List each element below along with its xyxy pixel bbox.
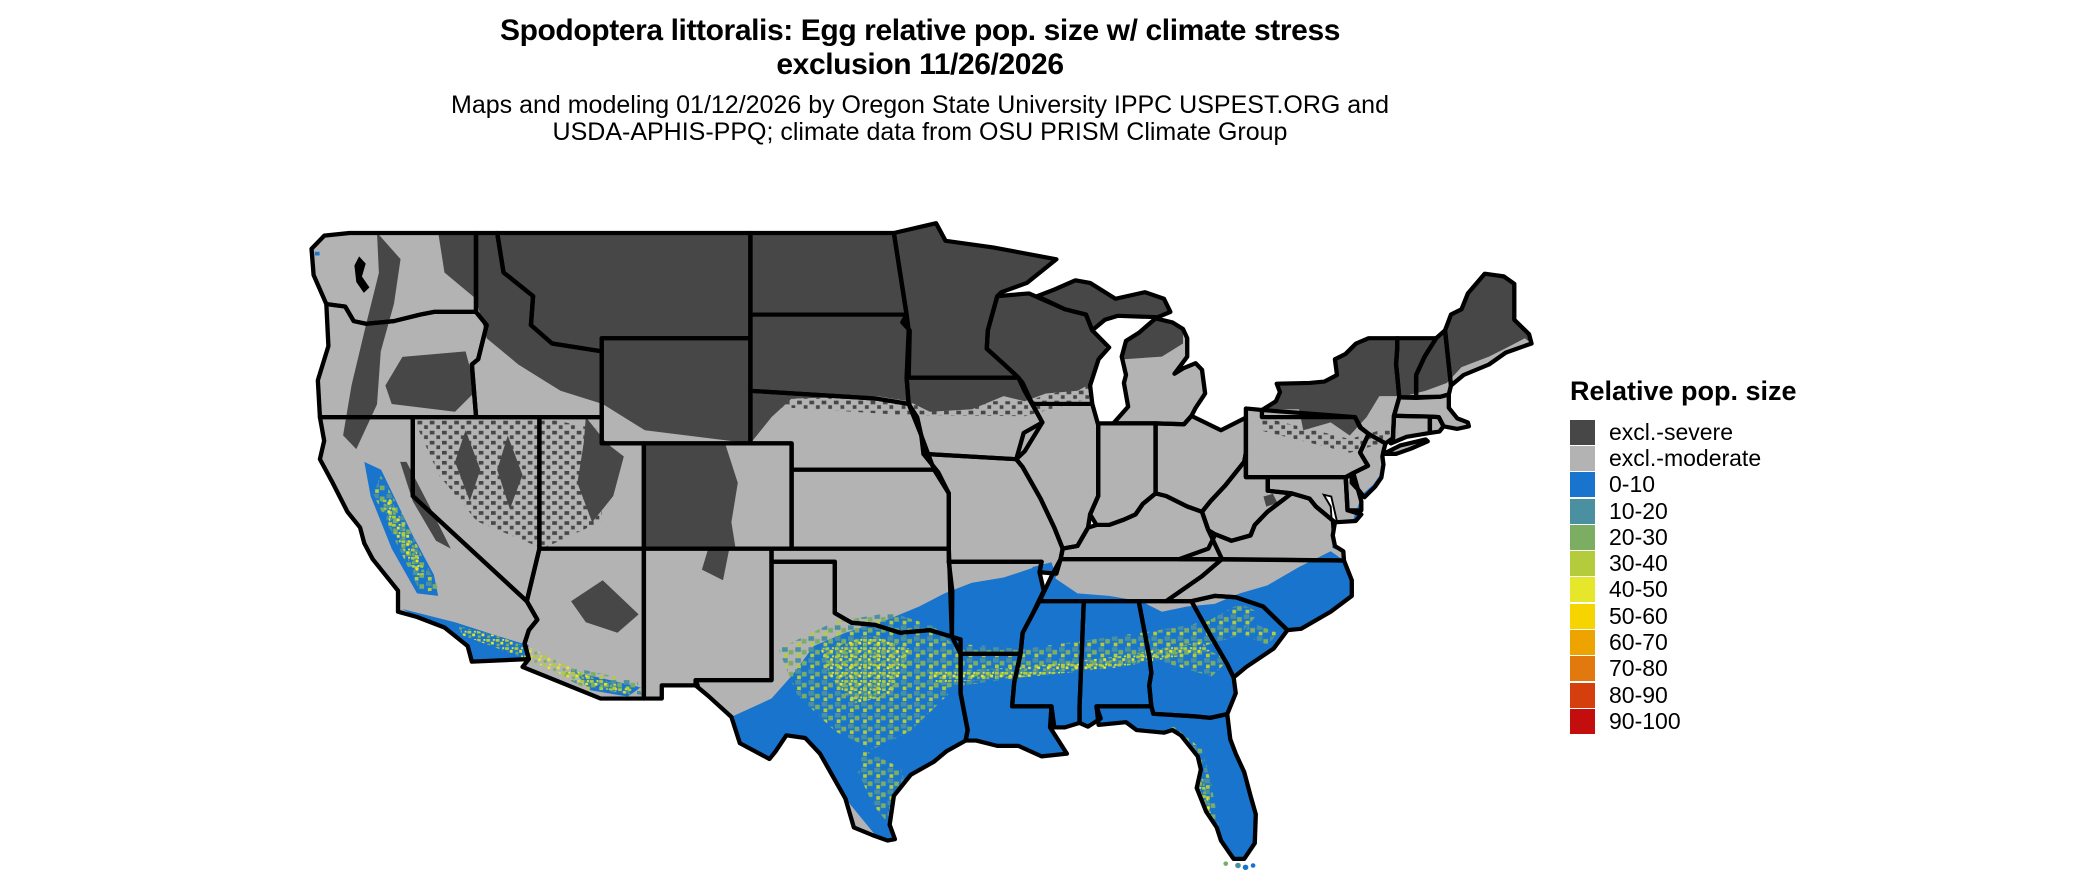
state-maine: [1442, 271, 1534, 388]
legend-label: 30-40: [1609, 550, 1668, 577]
florida-keys: [1223, 861, 1256, 871]
state-michigan-upper: [1035, 278, 1173, 333]
legend-swatch: [1570, 656, 1595, 682]
legend-label: 60-70: [1609, 629, 1668, 656]
legend-label: 80-90: [1609, 681, 1668, 708]
legend-label: excl.-moderate: [1609, 444, 1762, 471]
legend-label: 40-50: [1609, 576, 1668, 603]
legend-label: 70-80: [1609, 655, 1668, 682]
state-kentucky: [1058, 491, 1225, 562]
map-subtitle-line2: USDA-APHIS-PPQ; climate data from OSU PR…: [552, 118, 1288, 146]
state-florida: [1094, 704, 1258, 862]
legend-item: 0-10: [1570, 472, 1797, 498]
legend-item: 20-30: [1570, 524, 1797, 550]
legend-swatch: [1570, 630, 1595, 656]
legend-swatch: [1570, 577, 1595, 603]
state-north-carolina: [1163, 557, 1354, 633]
legend-item: 50-60: [1570, 603, 1797, 629]
legend-item: excl.-severe: [1570, 419, 1797, 445]
puget-sound: [354, 256, 370, 293]
legend-swatch: [1570, 603, 1595, 629]
map-title-line2: exclusion 11/26/2026: [776, 48, 1064, 81]
legend-label: 90-100: [1609, 707, 1681, 734]
legend-label: 0-10: [1609, 471, 1656, 498]
legend-label: excl.-severe: [1609, 418, 1733, 445]
legend-item: 60-70: [1570, 629, 1797, 656]
state-texas: [693, 559, 970, 843]
legend-item: 10-20: [1570, 498, 1797, 524]
legend-item: 70-80: [1570, 656, 1797, 682]
map-title-line1: Spodoptera littoralis: Egg relative pop.…: [499, 14, 1341, 47]
legend-swatch: [1570, 498, 1595, 524]
long-island: [1381, 437, 1430, 457]
legend-swatch: [1570, 682, 1595, 708]
legend-swatch: [1570, 524, 1595, 550]
legend-label: 50-60: [1609, 602, 1668, 629]
legend-swatch: [1570, 472, 1595, 498]
legend-swatch: [1570, 551, 1595, 577]
legend-item: 80-90: [1570, 682, 1797, 708]
map-subtitle-line1: Maps and modeling 01/12/2026 by Oregon S…: [451, 91, 1389, 119]
legend-item: 40-50: [1570, 577, 1797, 603]
legend-swatch: [1570, 419, 1595, 445]
legend-item: excl.-moderate: [1570, 445, 1797, 471]
legend: Relative pop. size excl.-severe excl.-mod…: [1570, 376, 1797, 735]
legend-rows: excl.-severe excl.-moderate 0-10 10-20 20-30…: [1570, 419, 1797, 735]
legend-swatch: [1570, 708, 1595, 734]
legend-swatch: [1570, 445, 1595, 471]
map-subtitle: Maps and modeling 01/12/2026 by Oregon S…: [0, 92, 1840, 146]
legend-item: 30-40: [1570, 550, 1797, 577]
legend-item: 90-100: [1570, 708, 1797, 734]
legend-label: 20-30: [1609, 523, 1668, 550]
map-title: Spodoptera littoralis: Egg relative pop.…: [0, 14, 1840, 82]
legend-title: Relative pop. size: [1570, 376, 1797, 406]
zone-30-60-speckle: [380, 498, 1212, 814]
state-michigan-lower: [1111, 316, 1208, 427]
legend-label: 10-20: [1609, 497, 1668, 524]
state-borders: [309, 221, 1534, 862]
